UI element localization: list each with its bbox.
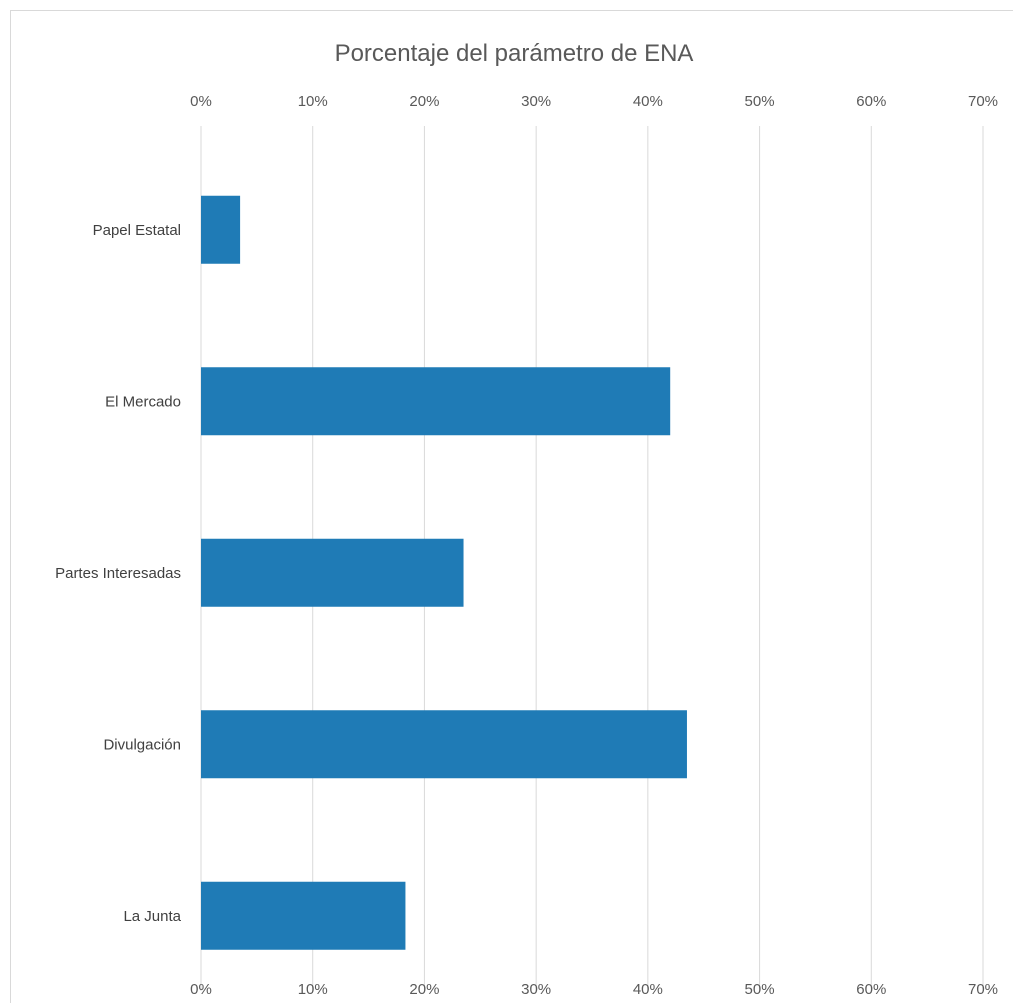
- top-tick-label: 0%: [190, 93, 212, 110]
- bottom-tick-label: 20%: [409, 981, 439, 998]
- top-axis-ticks: 0% 10% 20% 30% 40% 50% 60% 70%: [190, 93, 998, 110]
- bottom-tick-label: 30%: [521, 981, 551, 998]
- category-label: Partes Interesadas: [55, 565, 181, 582]
- chart-frame: Porcentaje del parámetro de ENA 0% 10% 20%…: [10, 10, 1013, 1003]
- top-tick-label: 20%: [409, 93, 439, 110]
- category-label: El Mercado: [105, 393, 181, 410]
- chart-title: Porcentaje del parámetro de ENA: [335, 40, 694, 67]
- category-label: Divulgación: [103, 736, 181, 753]
- bar-chart: Porcentaje del parámetro de ENA 0% 10% 20%…: [55, 40, 998, 998]
- bar: [201, 195, 241, 264]
- bottom-tick-label: 10%: [298, 981, 328, 998]
- bar: [201, 367, 671, 436]
- bars: [201, 195, 687, 950]
- bottom-tick-label: 70%: [968, 981, 998, 998]
- bottom-tick-label: 0%: [190, 981, 212, 998]
- bottom-tick-label: 40%: [633, 981, 663, 998]
- bottom-axis-ticks: 0% 10% 20% 30% 40% 50% 60% 70%: [190, 981, 998, 998]
- bar: [201, 538, 464, 607]
- bar: [201, 710, 687, 779]
- top-tick-label: 60%: [856, 93, 886, 110]
- top-tick-label: 10%: [298, 93, 328, 110]
- category-label: La Junta: [123, 908, 181, 925]
- top-tick-label: 70%: [968, 93, 998, 110]
- top-tick-label: 40%: [633, 93, 663, 110]
- category-labels: Papel Estatal El Mercado Partes Interesada…: [55, 222, 182, 925]
- bar: [201, 881, 406, 950]
- top-tick-label: 30%: [521, 93, 551, 110]
- category-label: Papel Estatal: [93, 222, 181, 239]
- bottom-tick-label: 60%: [856, 981, 886, 998]
- top-tick-label: 50%: [745, 93, 775, 110]
- bottom-tick-label: 50%: [745, 981, 775, 998]
